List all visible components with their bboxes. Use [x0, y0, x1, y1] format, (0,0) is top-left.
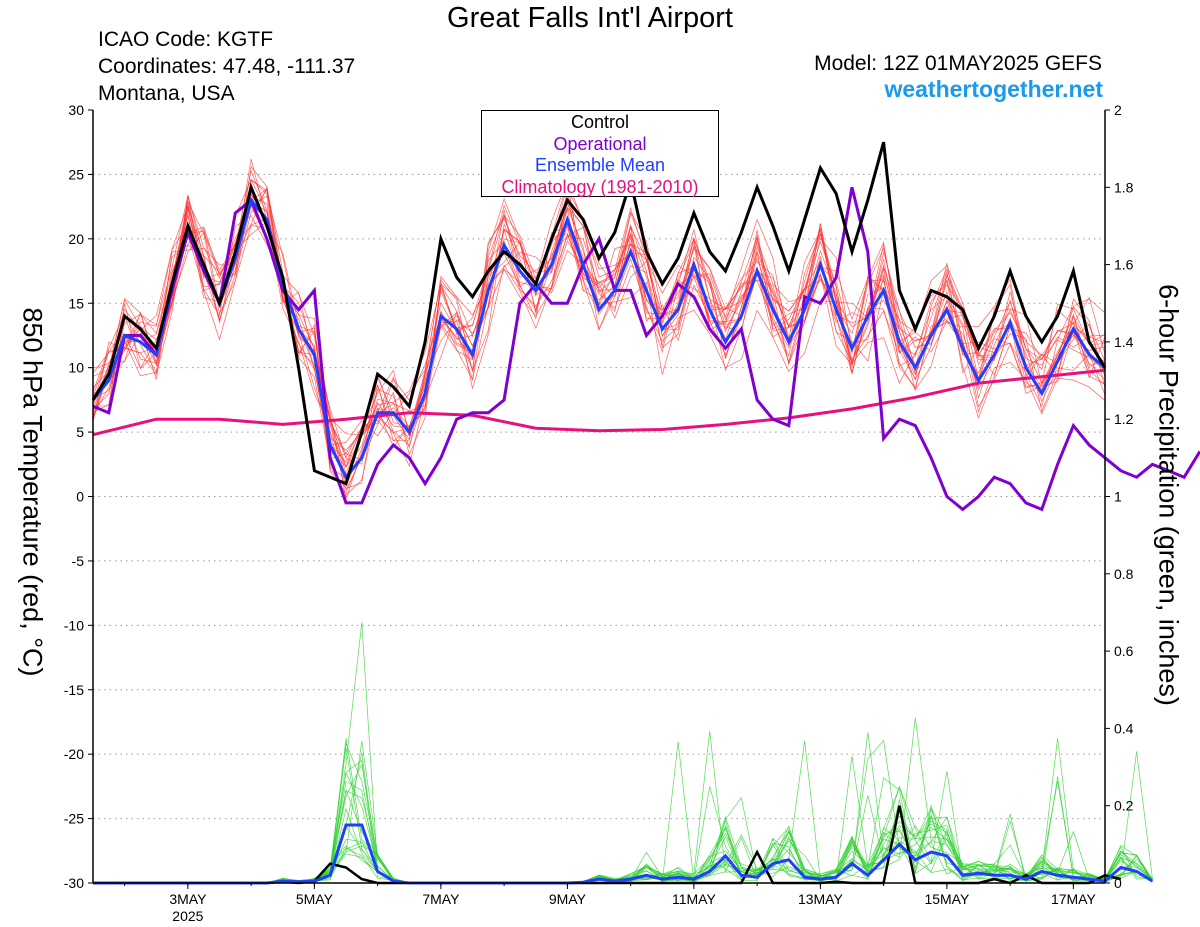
- y-tick-label: -10: [64, 617, 84, 633]
- y-tick-label: -30: [64, 875, 84, 891]
- y2-tick-label: 0.8: [1114, 566, 1134, 582]
- y2-tick-label: 1: [1114, 489, 1122, 505]
- control-precipitation-line: [93, 805, 1122, 885]
- ensemble-precipitation-line: [93, 738, 1153, 884]
- ensemble-precipitation-line: [93, 741, 1153, 884]
- y2-tick-label: 0.6: [1114, 643, 1134, 659]
- y-tick-label: 25: [68, 166, 84, 182]
- y-axis-label-left: 850 hPa Temperature (red, °C): [17, 307, 48, 677]
- ensemble-temperature-line: [92, 215, 1106, 475]
- coordinates: Coordinates: 47.48, -111.37: [98, 55, 356, 78]
- ensemble-precipitation-line: [93, 731, 1153, 884]
- y-tick-label: 20: [68, 231, 84, 247]
- chart-title: Great Falls Int'l Airport: [447, 2, 733, 34]
- ensemble-precipitation-line: [93, 717, 1153, 884]
- ensemble-temperature-line: [92, 179, 1106, 465]
- legend-entry-ensemble-mean: Ensemble Mean: [534, 155, 666, 175]
- ensemble-precipitation-line: [93, 738, 1153, 884]
- y2-tick-label: 0.4: [1114, 720, 1134, 736]
- y-tick-label: 15: [68, 295, 84, 311]
- y2-tick-label: 0: [1114, 875, 1122, 891]
- y-tick-label: -15: [64, 682, 84, 698]
- x-tick-sublabel: 2025: [172, 908, 203, 924]
- x-tick-label: 7MAY: [422, 891, 460, 907]
- y2-tick-label: 1.8: [1114, 179, 1134, 195]
- legend: Control Operational Ensemble Mean Climat…: [481, 110, 719, 197]
- x-tick-label: 5MAY: [296, 891, 334, 907]
- y2-tick-label: 1.4: [1114, 334, 1134, 350]
- ensemble-precipitation-line: [93, 790, 1153, 884]
- ensemble-temperature-line: [92, 195, 1106, 459]
- x-tick-label: 15MAY: [924, 891, 970, 907]
- y-tick-label: -5: [72, 553, 85, 569]
- ensemble-precipitation-line: [93, 741, 1153, 884]
- legend-entry-climatology: Climatology (1981-2010): [501, 176, 699, 197]
- y-axis-label-right: 6-hour Precipitation (green, inches): [1153, 284, 1184, 706]
- region: Montana, USA: [98, 82, 235, 105]
- y2-tick-label: 0.2: [1114, 798, 1134, 814]
- legend-entry-control: Control: [570, 112, 630, 132]
- y-tick-label: -25: [64, 811, 84, 827]
- model-run: Model: 12Z 01MAY2025 GEFS: [814, 52, 1102, 75]
- legend-entry-operational: Operational: [553, 133, 647, 154]
- y2-tick-label: 2: [1114, 102, 1122, 118]
- ensemble-precipitation-line: [93, 740, 1153, 884]
- site-name: weathertogether.net: [884, 76, 1103, 102]
- x-tick-label: 11MAY: [672, 891, 716, 907]
- y2-tick-label: 1.2: [1114, 411, 1134, 427]
- ensemble-temperature-line: [92, 178, 1106, 468]
- operational-temperature-line: [92, 186, 1200, 512]
- ensemble-temperature-line: [92, 158, 1106, 468]
- y-tick-label: 0: [76, 489, 84, 505]
- ensemble-precipitation-line: [93, 742, 1153, 884]
- y-tick-label: 5: [76, 424, 84, 440]
- y2-tick-label: 1.6: [1114, 257, 1134, 273]
- ensemble-precipitation-line: [93, 763, 1153, 884]
- ensemble-temperature-line: [92, 185, 1106, 446]
- x-tick-label: 3MAY: [169, 891, 207, 907]
- ensemble-temperature-line: [92, 178, 1106, 436]
- x-tick-label: 17MAY: [1051, 891, 1097, 907]
- x-tick-label: 9MAY: [549, 891, 587, 907]
- ensemble-mean-precipitation-line: [93, 823, 1154, 885]
- control-temperature-line: [91, 141, 1107, 486]
- y-tick-label: 10: [68, 360, 84, 376]
- ensemble-temperature-line: [92, 188, 1106, 491]
- icao-code: ICAO Code: KGTF: [98, 28, 274, 51]
- y-tick-label: -20: [64, 746, 84, 762]
- ensemble-precipitation-line: [93, 622, 1153, 884]
- y-tick-label: 30: [68, 102, 84, 118]
- climatology-line: [92, 368, 1106, 437]
- x-tick-label: 13MAY: [798, 891, 844, 907]
